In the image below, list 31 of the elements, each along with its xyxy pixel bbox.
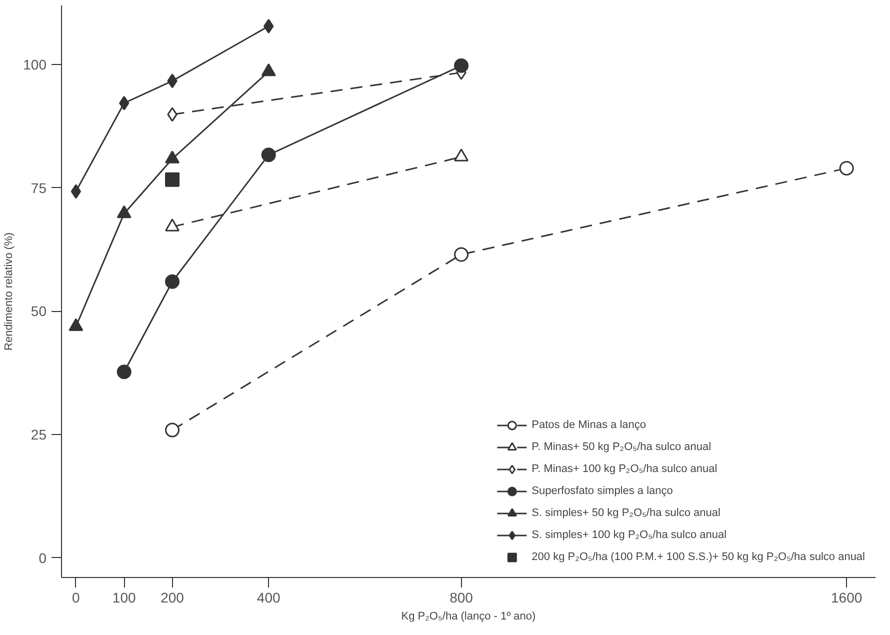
y-tick-label: 50 (30, 303, 47, 320)
point (116, 364, 132, 380)
legend-label: P. Minas+ 50 kg P₂O₅/ha sulco anual (532, 441, 712, 453)
x-tick-label: 0 (72, 590, 80, 606)
point (165, 422, 180, 438)
y-tick-label: 100 (23, 56, 47, 73)
point (119, 96, 130, 110)
point (70, 184, 82, 199)
x-tick-label: 200 (160, 590, 184, 606)
y-tick-label: 0 (38, 550, 47, 566)
legend-label: Patos de Minas a lanço (532, 419, 646, 431)
x-tick-label: 1600 (831, 590, 862, 606)
point (165, 274, 180, 289)
x-tick-label: 400 (256, 590, 281, 606)
y-tick-label: 75 (30, 180, 47, 196)
point (167, 74, 178, 88)
y-axis-title: Rendimento relativo (%) (3, 232, 16, 350)
y-tick-label: 25 (30, 426, 47, 442)
x-tick-label: 100 (112, 590, 136, 606)
x-axis-title: Kg P₂O₅/ha (lanço - 1º ano) (401, 610, 536, 622)
legend-label: P. Minas+ 100 kg P₂O₅/ha sulco anual (532, 463, 718, 475)
point (264, 18, 274, 34)
legend-label: 200 kg P₂O₅/ha (100 P.M.+ 100 S.S.)+ 50 kg kg P₂O₅/ha sulco anual (532, 551, 865, 563)
x-tick-label: 800 (450, 590, 474, 606)
point (454, 247, 469, 262)
point (261, 148, 276, 162)
point (839, 160, 854, 176)
point (165, 172, 180, 187)
legend-label: S. simples+ 50 kg P₂O₅/ha sulco anual (532, 507, 720, 519)
legend-label: S. simples+ 100 kg P₂O₅/ha sulco anual (532, 529, 727, 541)
legend-label: Superfosfato simples a lanço (532, 485, 673, 497)
